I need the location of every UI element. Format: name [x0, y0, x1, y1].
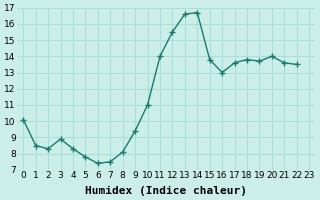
X-axis label: Humidex (Indice chaleur): Humidex (Indice chaleur) — [85, 186, 247, 196]
